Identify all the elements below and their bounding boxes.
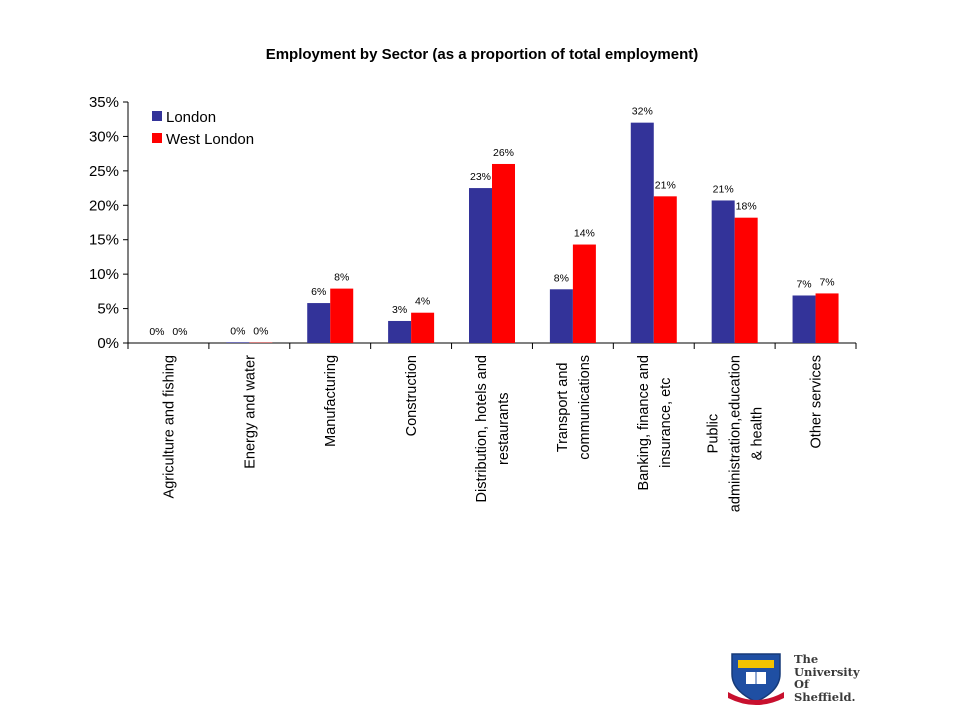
data-label: 0% xyxy=(172,326,187,338)
legend-swatch xyxy=(152,133,162,143)
category-label: Manufacturing xyxy=(323,355,339,447)
category-label: Banking, finance and insurance, etc xyxy=(636,355,674,490)
category-label-line: Manufacturing xyxy=(323,355,339,447)
category-label-line: & health xyxy=(750,407,766,460)
data-label: 4% xyxy=(415,296,430,308)
data-label: 23% xyxy=(470,171,491,183)
logo-line: Sheffield. xyxy=(794,689,856,704)
logo-line: Of xyxy=(794,677,809,691)
bar-london xyxy=(549,289,573,343)
bar-london xyxy=(226,342,250,343)
category-label-line: restaurants xyxy=(496,392,512,465)
crest-icon xyxy=(728,653,784,705)
university-logo-text: The University Of Sheffield. xyxy=(794,653,860,703)
bars xyxy=(145,122,839,344)
bar-west-london xyxy=(330,288,354,343)
data-labels: 0% 0%6%3%23%8%32%21%7%0% 0%8%4%26%14%21%18… xyxy=(149,106,834,338)
y-tick-label: 25% xyxy=(89,163,119,180)
data-label: 6% xyxy=(311,286,326,298)
category-label: Energy and water xyxy=(242,355,258,469)
category-label: Transport and communications xyxy=(555,355,593,460)
data-label: 21% xyxy=(713,183,734,195)
category-labels: Agriculture and fishing Energy and water M… xyxy=(161,355,824,512)
category-label-line: Banking, finance and xyxy=(636,355,652,490)
y-tick-label: 0% xyxy=(97,335,119,352)
university-logo xyxy=(726,650,876,706)
bar-london xyxy=(711,200,735,343)
bar-london xyxy=(792,295,816,343)
category-label: Distribution, hotels and restaurants xyxy=(474,355,512,503)
bar-london xyxy=(388,320,412,343)
category-label-line: Energy and water xyxy=(242,355,258,469)
data-label: 7% xyxy=(796,278,811,290)
legend: London West London xyxy=(152,109,254,148)
category-label: Other services xyxy=(809,355,825,448)
data-label: 0% xyxy=(230,325,245,337)
logo-line: University xyxy=(794,664,860,679)
bar-west-london xyxy=(411,312,435,343)
legend-swatch xyxy=(152,111,162,121)
y-tick-label: 20% xyxy=(89,197,119,214)
category-label-line: Public xyxy=(706,414,722,454)
category-label-line: insurance, etc xyxy=(658,378,674,468)
bar-west-london xyxy=(492,163,515,343)
legend-label: London xyxy=(166,109,216,126)
bar-west-london xyxy=(653,196,677,343)
y-tick-label: 5% xyxy=(97,301,119,318)
category-label-line: Agriculture and fishing xyxy=(161,355,177,498)
category-label-line: Distribution, hotels and xyxy=(474,355,490,503)
bar-west-london xyxy=(815,293,839,343)
data-label: 0% xyxy=(149,326,164,338)
category-label: Agriculture and fishing xyxy=(161,355,177,498)
data-label: 18% xyxy=(736,201,757,213)
category-label-line: Other services xyxy=(809,355,825,448)
data-label: 8% xyxy=(334,272,349,284)
data-label: 3% xyxy=(392,304,407,316)
data-label: 14% xyxy=(574,228,595,240)
category-label-line: Transport and xyxy=(555,363,571,453)
category-label-line: Construction xyxy=(404,355,420,436)
bar-west-london xyxy=(734,217,758,343)
category-label: Public administration,education & health xyxy=(706,355,766,512)
bar-london xyxy=(469,188,492,343)
y-tick-label: 35% xyxy=(89,94,119,111)
legend-label: West London xyxy=(166,131,254,148)
bar-london xyxy=(630,122,654,344)
data-label: 7% xyxy=(819,276,834,288)
y-tick-label: 30% xyxy=(89,128,119,145)
data-label: 8% xyxy=(554,272,569,284)
category-label-line: administration,education xyxy=(728,355,744,512)
bar-west-london xyxy=(572,244,596,343)
data-label: 32% xyxy=(632,106,653,118)
data-label: 0% xyxy=(253,326,268,338)
data-label: 21% xyxy=(655,179,676,191)
y-tick-label: 10% xyxy=(89,266,119,283)
logo-line: The xyxy=(794,652,819,666)
category-label-line: communications xyxy=(577,355,593,460)
data-label: 26% xyxy=(493,147,514,159)
bar-london xyxy=(307,303,331,343)
chart-title: Employment by Sector (as a proportion of… xyxy=(266,46,699,63)
y-tick-label: 15% xyxy=(89,232,119,249)
category-label: Construction xyxy=(404,355,420,436)
